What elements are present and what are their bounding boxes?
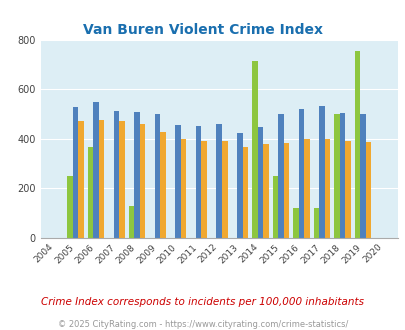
Bar [318,106,324,238]
Bar [237,133,242,238]
Bar [303,139,309,238]
Bar [272,176,277,238]
Bar [292,208,298,238]
Bar [113,112,119,238]
Bar [78,121,83,238]
Bar [128,206,134,238]
Bar [298,109,303,238]
Text: Van Buren Violent Crime Index: Van Buren Violent Crime Index [83,23,322,37]
Bar [242,147,247,238]
Bar [181,139,186,238]
Bar [67,176,72,238]
Text: Crime Index corresponds to incidents per 100,000 inhabitants: Crime Index corresponds to incidents per… [41,297,364,307]
Bar [344,141,350,238]
Bar [98,120,104,238]
Bar [262,144,268,238]
Bar [201,141,207,238]
Bar [140,124,145,238]
Bar [175,125,181,238]
Text: © 2025 CityRating.com - https://www.cityrating.com/crime-statistics/: © 2025 CityRating.com - https://www.city… [58,319,347,329]
Bar [283,143,288,238]
Bar [257,127,262,238]
Bar [339,113,344,238]
Bar [119,121,125,238]
Bar [72,107,78,238]
Bar [160,132,166,238]
Bar [252,61,257,238]
Bar [222,141,227,238]
Bar [333,115,339,238]
Bar [154,115,160,238]
Bar [216,124,222,238]
Bar [196,126,201,238]
Bar [324,139,329,238]
Bar [134,112,140,238]
Bar [359,115,365,238]
Bar [277,114,283,238]
Bar [313,208,318,238]
Bar [365,142,371,238]
Bar [93,102,98,238]
Bar [87,147,93,238]
Bar [354,51,359,238]
